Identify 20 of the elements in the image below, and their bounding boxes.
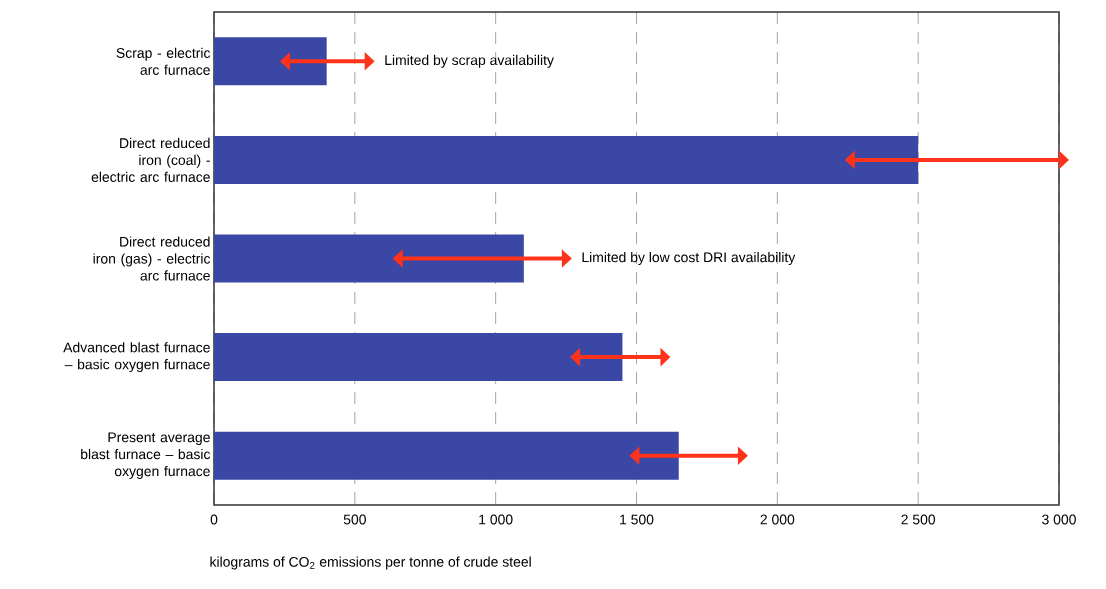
bar [214,234,524,283]
bar [214,333,623,382]
x-tick-label: 2 500 [901,514,936,525]
x-tick-label: 1 000 [479,514,513,525]
x-tick-label: 0 [210,514,218,525]
bar [214,135,919,184]
bar [214,37,327,86]
y-tick-label: Advanced blast furnace – basic oxygen furnace [63,342,210,373]
x-tick-label: 2 000 [760,514,795,525]
x-tick-label: 3 000 [1042,514,1076,525]
x-tick-label: 500 [343,514,366,525]
y-tick-label: Direct reduced iron (gas) - electric arc furnace [93,236,211,281]
annotation: Limited by low cost DRI availability [582,252,796,265]
y-tick-label: Direct reduced iron (coal) - electric arc furnace [91,137,210,182]
y-tick-label: Present average blast furnace – basic oxygen furnace [81,432,211,479]
annotation: Limited by scrap availability [385,54,554,68]
x-axis-title: kilograms of CO$_{2}$ emissions per tonne of crude steel [210,556,531,570]
y-tick-label: Scrap - electric arc furnace [116,47,211,75]
bar [214,431,679,480]
x-tick-label: 1 500 [620,514,654,525]
